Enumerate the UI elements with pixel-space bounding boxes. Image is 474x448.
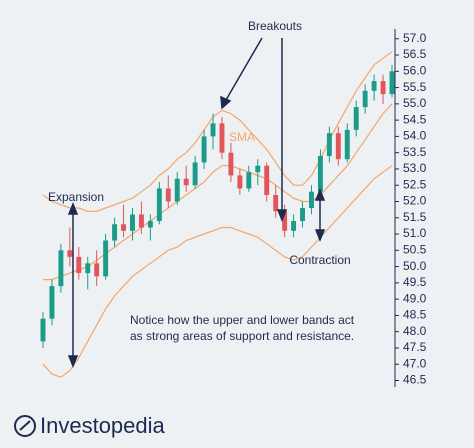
y-tick-label: 48.5: [403, 308, 427, 322]
arrow-head: [67, 201, 79, 215]
y-tick-label: 55.5: [403, 80, 427, 94]
arrow-head: [67, 355, 79, 369]
candle-body: [210, 123, 216, 137]
annotation: as strong areas of support and resistanc…: [130, 329, 354, 343]
arrow: [225, 37, 263, 101]
y-tick-label: 57.0: [403, 31, 427, 45]
arrow-head: [314, 187, 326, 201]
candle-body: [67, 250, 73, 257]
y-tick-label: 51.0: [403, 226, 427, 240]
y-tick-label: 50.0: [403, 259, 427, 273]
candle-body: [255, 165, 261, 173]
candle-body: [326, 133, 332, 156]
y-tick-label: 49.5: [403, 275, 427, 289]
candle-body: [201, 136, 207, 163]
candle-body: [291, 221, 297, 231]
y-tick-label: 53.5: [403, 145, 427, 159]
candle-body: [389, 71, 395, 95]
logo: Investopedia: [14, 413, 166, 438]
y-tick-label: 56.5: [403, 47, 427, 61]
y-tick-label: 51.5: [403, 210, 427, 224]
candle-body: [174, 178, 180, 202]
candle-body: [246, 172, 252, 189]
candle-body: [282, 211, 288, 231]
candle-body: [335, 133, 341, 160]
candle-body: [237, 175, 243, 189]
y-tick-label: 47.0: [403, 356, 427, 370]
logo-icon: [14, 415, 36, 437]
candle-body: [362, 90, 368, 108]
candle-body: [228, 152, 234, 176]
logo-icon: [19, 420, 31, 431]
candle-body: [76, 256, 82, 274]
candle-body: [183, 178, 189, 186]
candle-body: [192, 162, 198, 186]
y-tick-label: 54.5: [403, 112, 427, 126]
candle-body: [94, 263, 100, 277]
arrows: [67, 37, 326, 369]
band-middle: [43, 103, 393, 281]
candle-body: [344, 129, 350, 160]
candle-body: [156, 188, 162, 222]
annotation: Expansion: [48, 190, 104, 204]
candle-body: [49, 286, 55, 319]
candle-body: [58, 250, 64, 287]
candle-body: [40, 318, 46, 342]
candle-body: [147, 221, 153, 228]
candle-body: [273, 194, 279, 212]
candle-body: [353, 107, 359, 130]
candle-body: [264, 165, 270, 195]
annotation: Notice how the upper and lower bands act: [130, 313, 355, 327]
annotation: Breakouts: [248, 19, 302, 33]
candle-body: [219, 123, 225, 153]
candle-body: [309, 191, 314, 208]
band-lower: [42, 165, 393, 378]
y-tick-label: 48.0: [403, 324, 427, 338]
candle-body: [130, 214, 135, 231]
arrow-head: [220, 95, 232, 110]
candle-body: [103, 240, 109, 277]
y-tick-label: 53.0: [403, 161, 427, 175]
candle-body: [317, 155, 323, 192]
band-upper: [42, 51, 393, 212]
candle-body: [138, 214, 144, 228]
y-tick-label: 56.0: [403, 63, 427, 77]
candle-body: [371, 81, 377, 91]
arrow-head: [314, 229, 326, 243]
y-tick-label: 49.0: [403, 291, 427, 305]
candle-body: [112, 224, 118, 241]
candle-body: [85, 263, 91, 274]
y-tick-label: 46.5: [403, 373, 427, 387]
annotation: SMA: [229, 130, 255, 144]
candle-body: [300, 208, 305, 222]
y-tick-label: 55.0: [403, 96, 427, 110]
y-tick-label: 47.5: [403, 340, 427, 354]
y-tick-label: 52.0: [403, 194, 427, 208]
annotation: Contraction: [289, 253, 350, 267]
y-tick-label: 50.5: [403, 242, 427, 256]
candle-body: [380, 81, 386, 95]
arrow-head: [276, 209, 288, 223]
candle-body: [121, 224, 126, 231]
logo-text: Investopedia: [40, 413, 166, 438]
candle-body: [165, 188, 171, 202]
y-tick-label: 54.0: [403, 129, 427, 143]
y-tick-label: 52.5: [403, 177, 427, 191]
